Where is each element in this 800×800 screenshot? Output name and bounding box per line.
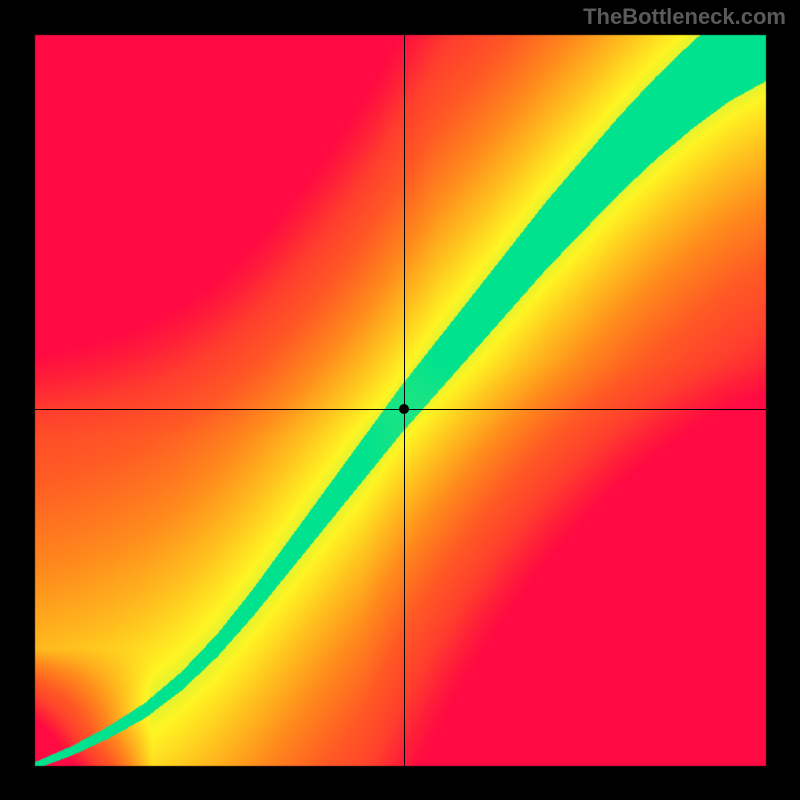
bottleneck-heatmap-canvas bbox=[0, 0, 800, 800]
chart-container: { "watermark": { "text": "TheBottleneck.… bbox=[0, 0, 800, 800]
crosshair-vertical bbox=[404, 35, 405, 766]
crosshair-point bbox=[399, 404, 409, 414]
watermark-text: TheBottleneck.com bbox=[583, 4, 786, 30]
